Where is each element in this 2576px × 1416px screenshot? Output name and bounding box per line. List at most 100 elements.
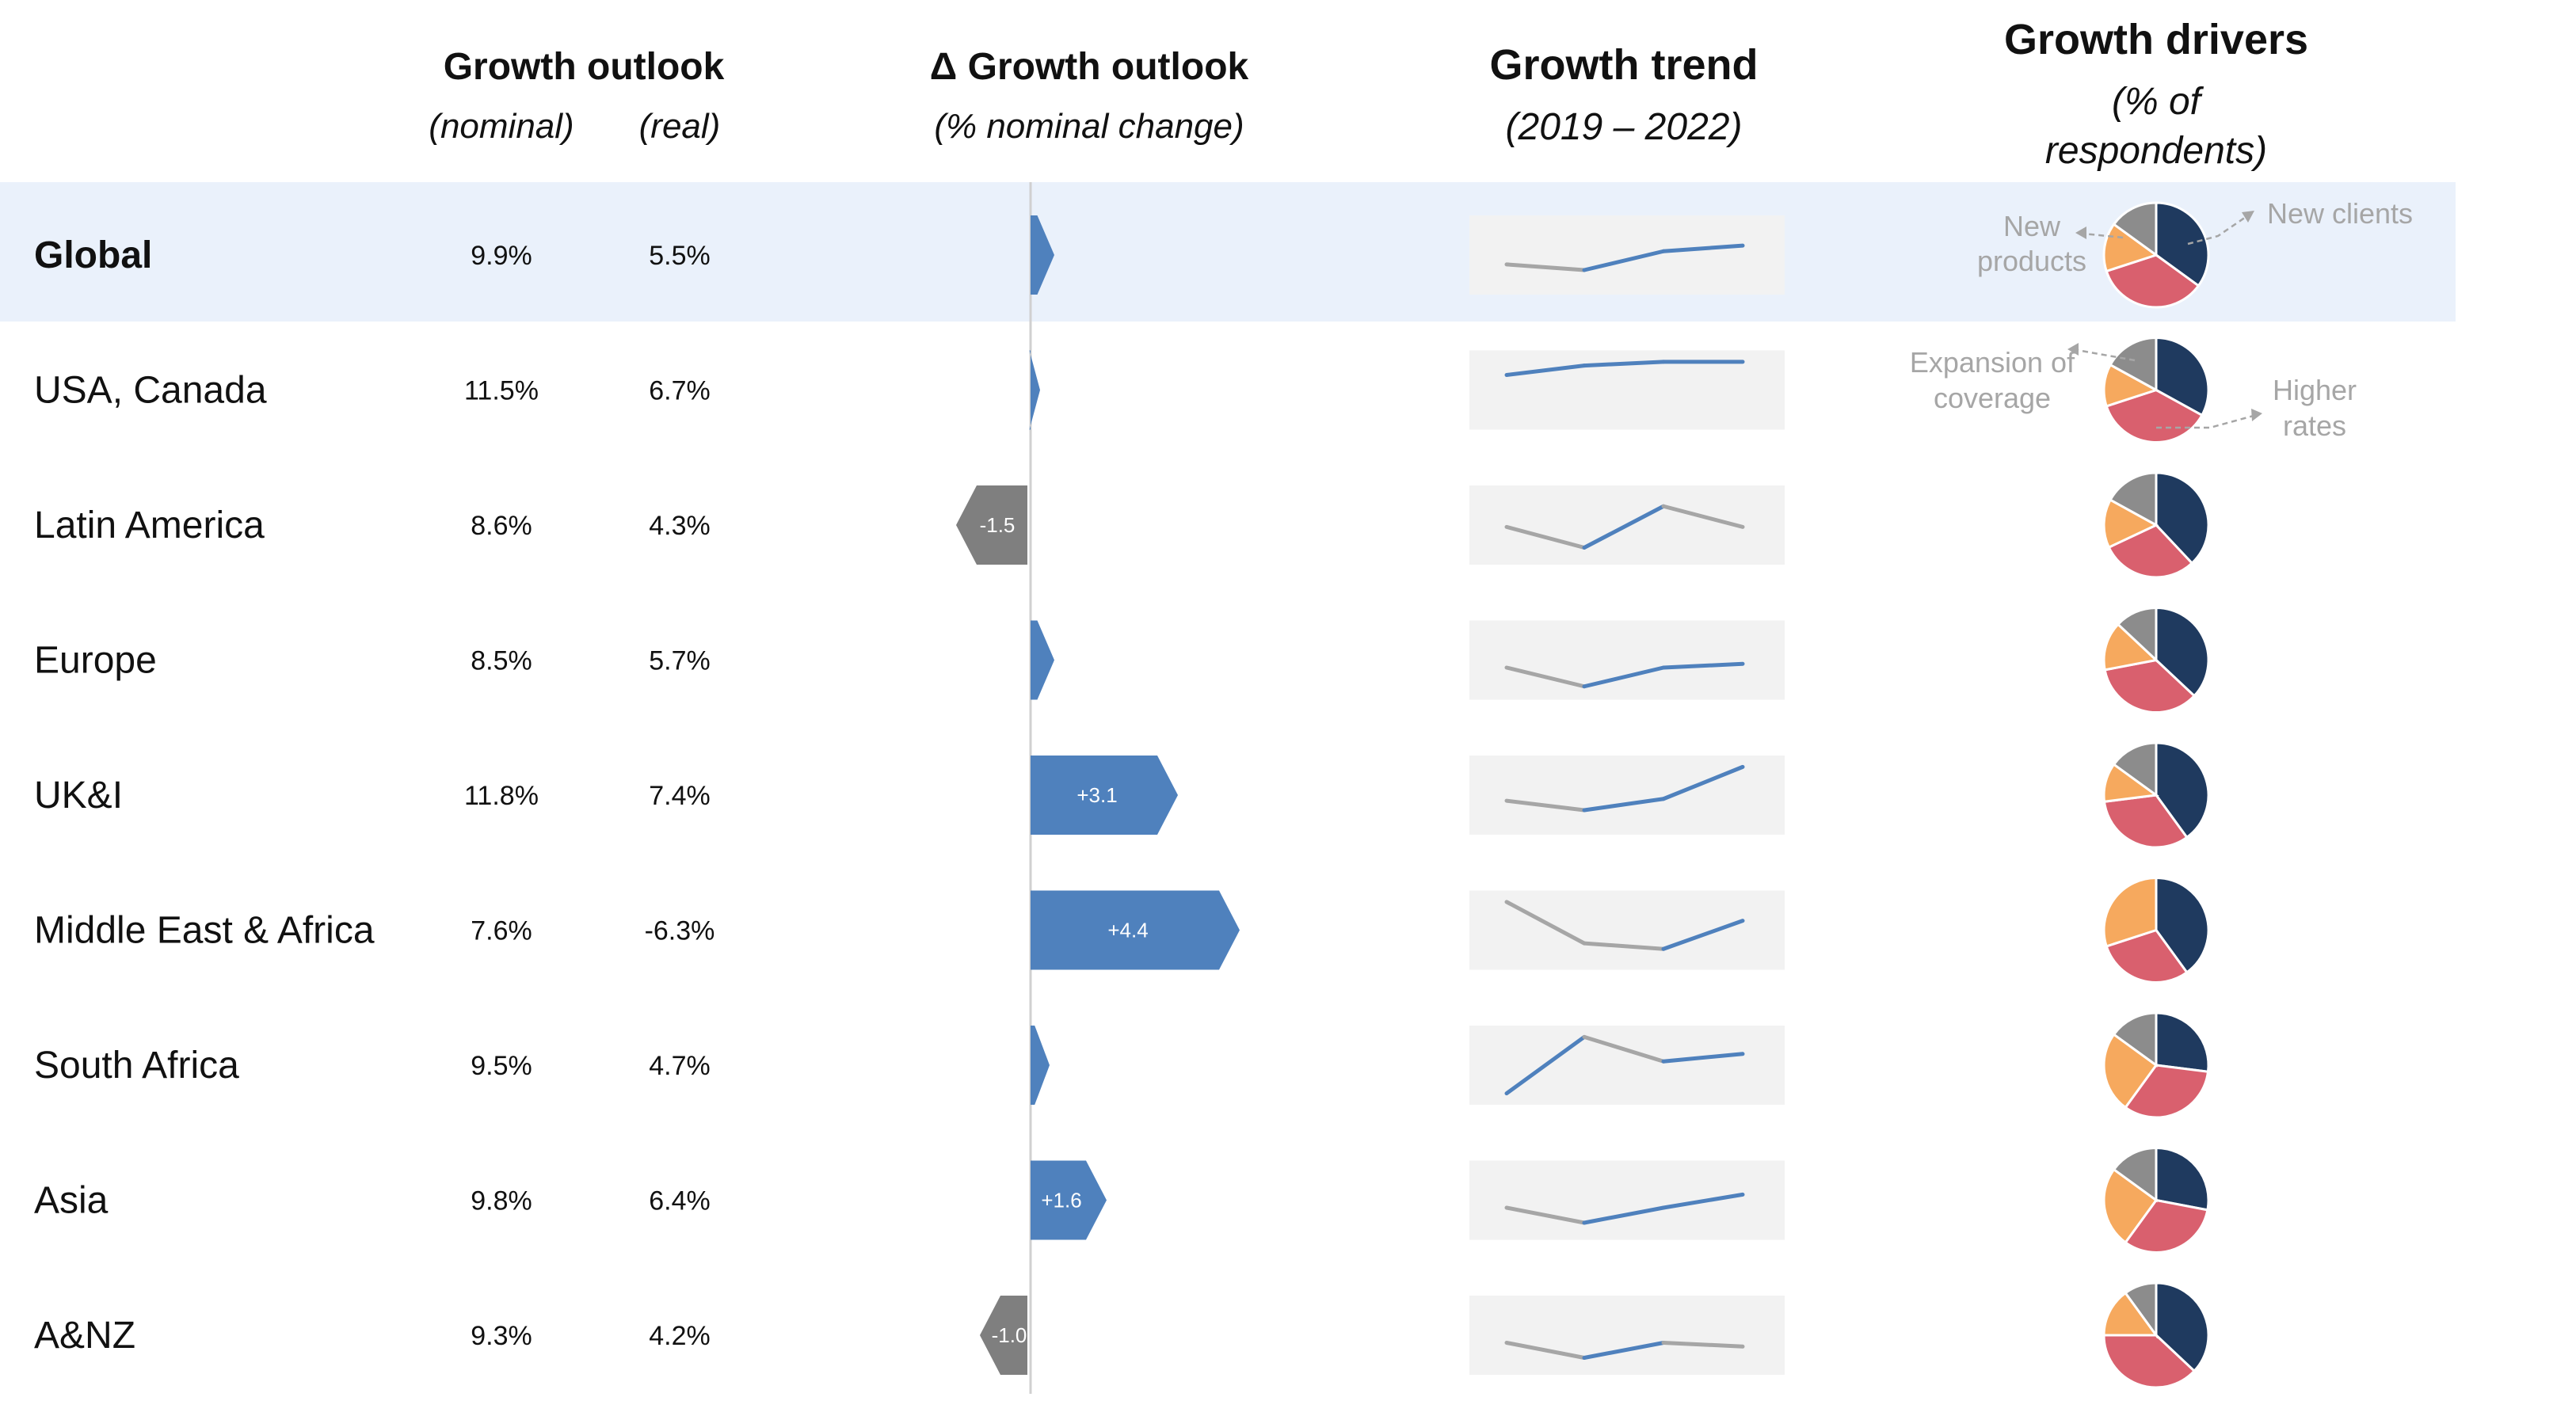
- delta-label-asia: +1.6: [1041, 1189, 1081, 1212]
- real-value-usa-canada: 6.7%: [649, 376, 711, 406]
- arrowhead-expansion: [2067, 343, 2079, 356]
- trend-segment-uk-i-2: [1582, 797, 1666, 813]
- trend-segment-south-africa-3: [1661, 1052, 1745, 1064]
- delta-label-middle-east-africa: +4.4: [1107, 919, 1148, 942]
- arrow-new-products: [2083, 232, 2124, 239]
- delta-bar-latin-america: [956, 485, 1027, 565]
- annotation-new-products-2: products: [1977, 245, 2086, 277]
- table-rows: Global 9.9% 5.5% USA, Canada 11.5% 6.7% Latin …: [34, 201, 2210, 1389]
- pie-slice-new-products-south-africa: [2112, 1011, 2158, 1068]
- delta-bar-a-nz: [980, 1296, 1027, 1375]
- region-label-uk-i: UK&I: [34, 775, 123, 816]
- trend-background-middle-east-africa: [1469, 890, 1785, 970]
- annotation-arrowheads: [2067, 211, 2262, 421]
- delta-title: Δ Growth outlook: [930, 46, 1249, 88]
- table-row-south-africa: South Africa 9.5% 4.7%: [34, 1011, 2210, 1119]
- delta-label-latin-america: -1.5: [980, 513, 1016, 537]
- nominal-value-usa-canada: 11.5%: [464, 376, 539, 406]
- growth-outlook-title: Growth outlook: [444, 46, 725, 88]
- trend-segment-uk-i-3: [1661, 764, 1745, 801]
- arrow-new-clients: [2187, 214, 2249, 246]
- nominal-value-europe: 8.5%: [471, 646, 532, 676]
- pie-slice-expansion-latin-america: [2102, 498, 2159, 550]
- region-label-europe: Europe: [34, 640, 157, 682]
- table-row-latin-america: Latin America 8.6% 4.3% -1.5: [34, 471, 2210, 579]
- real-value-latin-america: 4.3%: [649, 511, 711, 541]
- table-row-asia: Asia 9.8% 6.4% +1.6: [34, 1146, 2210, 1254]
- pie-slice-new-products-usa-canada: [2109, 336, 2158, 393]
- drivers-subtitle-2: respondents): [2045, 130, 2267, 172]
- arrowhead-new-products: [2075, 226, 2086, 239]
- driver-annotations: New products New clients Expansion of co…: [1910, 197, 2413, 442]
- drivers-title: Growth drivers: [2004, 16, 2308, 63]
- nominal-value-asia: 9.8%: [471, 1186, 532, 1216]
- table-row-uk-i: UK&I 11.8% 7.4% +3.1: [34, 741, 2210, 849]
- pie-slice-new-clients-global: [2155, 201, 2210, 287]
- table-row-global: Global 9.9% 5.5%: [34, 201, 2210, 309]
- real-value-europe: 5.7%: [649, 646, 711, 676]
- drivers-subtitle-1: (% of: [2112, 81, 2204, 123]
- pie-slice-new-clients-uk-i: [2155, 741, 2210, 839]
- region-label-usa-canada: USA, Canada: [34, 370, 267, 412]
- pie-slice-new-clients-latin-america: [2155, 471, 2210, 565]
- trend-segment-a-nz-2: [1582, 1341, 1666, 1360]
- delta-subtitle: (% nominal change): [934, 107, 1244, 146]
- pie-slice-higher-rates-global: [2105, 253, 2201, 309]
- pie-slice-new-clients-usa-canada: [2155, 336, 2210, 417]
- pie-slice-new-clients-a-nz: [2155, 1281, 2210, 1373]
- trend-segment-south-africa-2: [1582, 1034, 1666, 1064]
- trend-title: Growth trend: [1490, 41, 1759, 89]
- region-label-latin-america: Latin America: [34, 504, 265, 546]
- trend-segment-latin-america-1: [1504, 524, 1587, 550]
- pie-slice-new-products-global: [2112, 201, 2158, 257]
- pie-slice-higher-rates-middle-east-africa: [2105, 928, 2189, 984]
- nominal-value-middle-east-africa: 7.6%: [471, 916, 532, 946]
- arrowhead-new-clients: [2242, 211, 2254, 223]
- delta-bar-uk-i: [1031, 756, 1178, 835]
- trend-background-uk-i: [1469, 756, 1785, 835]
- arrow-expansion: [2076, 348, 2136, 362]
- trend-segment-global-1: [1504, 262, 1587, 272]
- annotation-new-clients: New clients: [2267, 197, 2413, 230]
- table-row-europe: Europe 8.5% 5.7%: [34, 606, 2210, 714]
- region-label-middle-east-africa: Middle East & Africa: [34, 910, 375, 952]
- trend-segment-middle-east-africa-3: [1661, 919, 1745, 951]
- trend-segment-europe-3: [1661, 661, 1745, 670]
- region-label-global: Global: [34, 234, 152, 276]
- trend-segment-uk-i-1: [1504, 798, 1587, 813]
- pie-slice-new-products-uk-i: [2112, 741, 2158, 797]
- global-row-highlight: [0, 182, 2456, 322]
- delta-bar-global: [1031, 215, 1054, 295]
- annotation-higher-rates-1: Higher: [2273, 374, 2357, 406]
- table-row-middle-east-africa: Middle East & Africa 7.6% -6.3% +4.4: [34, 876, 2210, 984]
- pie-slice-new-clients-europe: [2155, 606, 2210, 698]
- pie-slice-new-clients-south-africa: [2155, 1011, 2210, 1073]
- trend-segment-global-3: [1661, 243, 1745, 253]
- real-value-middle-east-africa: -6.3%: [645, 916, 715, 946]
- pie-slice-new-products-a-nz: [2124, 1281, 2158, 1339]
- pie-slice-expansion-global: [2102, 223, 2159, 273]
- trend-segment-asia-2: [1582, 1205, 1666, 1225]
- trend-background-south-africa: [1469, 1026, 1785, 1105]
- pie-slice-expansion-asia: [2102, 1167, 2159, 1244]
- real-value-asia: 6.4%: [649, 1186, 711, 1216]
- pie-slice-higher-rates-asia: [2124, 1198, 2209, 1254]
- delta-bar-europe: [1031, 620, 1054, 700]
- pie-slice-expansion-south-africa: [2102, 1033, 2159, 1110]
- annotation-new-products-1: New: [2003, 210, 2061, 242]
- real-subtitle: (real): [639, 107, 721, 146]
- pie-slice-new-products-asia: [2112, 1146, 2158, 1203]
- pie-slice-expansion-a-nz: [2102, 1291, 2159, 1337]
- trend-segment-asia-1: [1504, 1205, 1587, 1225]
- annotation-expansion-1: Expansion of: [1910, 346, 2075, 379]
- annotation-expansion-2: coverage: [1934, 382, 2051, 414]
- trend-segment-usa-canada-2: [1582, 360, 1666, 368]
- pie-slice-expansion-europe: [2102, 622, 2159, 672]
- delta-bar-south-africa: [1031, 1026, 1050, 1105]
- trend-segment-latin-america-3: [1661, 504, 1745, 529]
- nominal-value-global: 9.9%: [471, 241, 532, 271]
- trend-segment-europe-2: [1582, 665, 1666, 689]
- delta-bar-usa-canada: [1029, 350, 1040, 430]
- annotation-higher-rates-2: rates: [2283, 409, 2346, 442]
